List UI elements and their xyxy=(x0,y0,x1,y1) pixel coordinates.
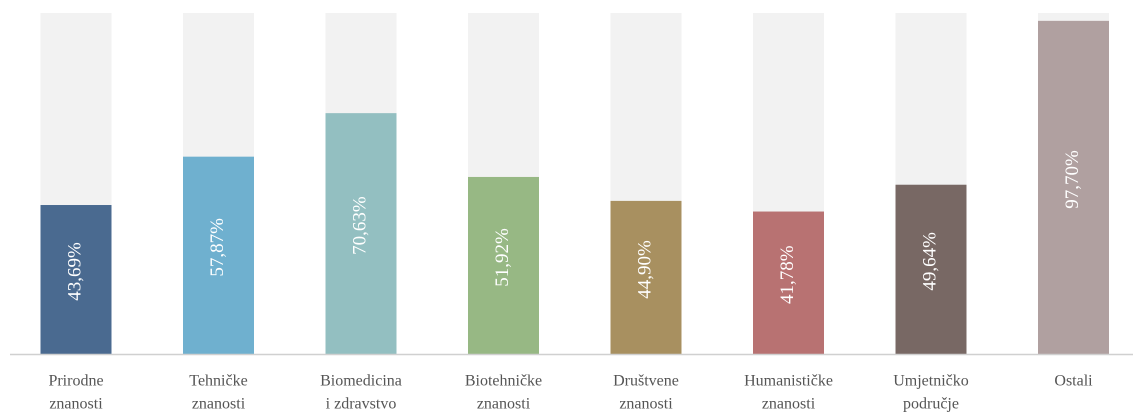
bar xyxy=(183,156,254,354)
value-label: 70,63% xyxy=(349,196,370,255)
value-label: 41,78% xyxy=(777,245,798,304)
bar xyxy=(1038,20,1109,355)
value-label: 43,69% xyxy=(64,242,85,301)
x-tick-label: Umjetničko xyxy=(893,373,969,390)
bar xyxy=(753,211,824,354)
x-tick-label: znanosti xyxy=(762,396,816,413)
bar xyxy=(40,205,112,354)
x-tick-label: znanosti xyxy=(49,396,103,413)
value-label: 57,87% xyxy=(207,218,228,277)
bar xyxy=(895,184,967,354)
value-label: 49,64% xyxy=(919,232,940,291)
x-tick-label: znanosti xyxy=(192,396,246,413)
x-tick-label: Prirodne xyxy=(48,373,103,390)
x-tick-label: područje xyxy=(903,396,959,413)
bar xyxy=(610,200,682,354)
bar xyxy=(325,113,397,354)
x-tick-label: Biomedicina xyxy=(320,373,402,390)
x-tick-label: Tehničke xyxy=(189,373,247,390)
x-tick-label: Biotehničke xyxy=(465,373,542,390)
x-tick-label: znanosti xyxy=(477,396,531,413)
x-tick-label: Humanističke xyxy=(744,373,833,390)
x-tick-label: i zdravstvo xyxy=(326,396,397,413)
value-label: 51,92% xyxy=(492,228,513,287)
x-tick-label: znanosti xyxy=(619,396,673,413)
value-label: 97,70% xyxy=(1062,150,1083,209)
x-tick-label: Društvene xyxy=(613,373,679,390)
x-tick-label: Ostali xyxy=(1054,373,1093,390)
value-label: 44,90% xyxy=(634,240,655,299)
bar xyxy=(468,176,539,354)
